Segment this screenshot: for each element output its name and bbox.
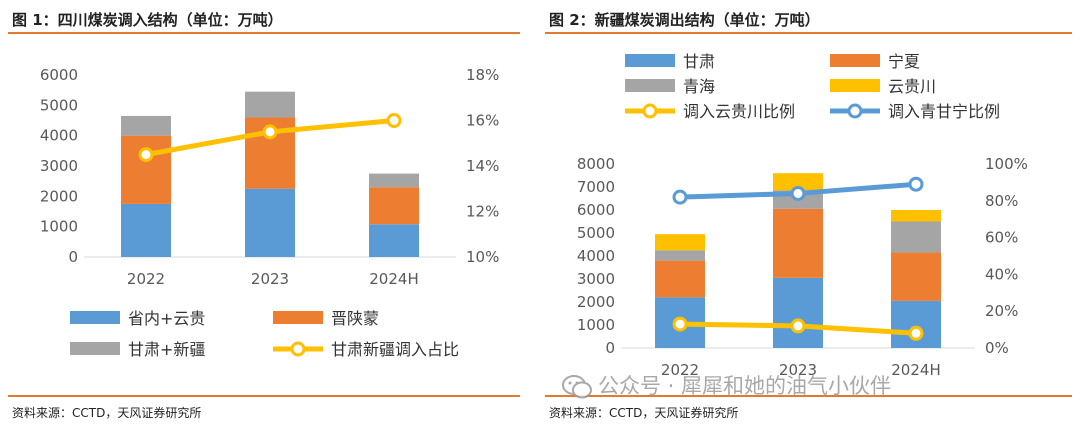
figure-title: 图 2：新疆煤炭调出结构（单位：万吨）	[549, 11, 820, 29]
legend-marker	[847, 103, 863, 119]
y2-tick-label: 80%	[985, 192, 1018, 210]
line-point	[262, 124, 278, 140]
bar-segment	[891, 221, 941, 253]
legend-swatch	[625, 54, 675, 67]
bar-segment	[245, 91, 295, 118]
bar-segment	[655, 234, 705, 251]
legend-label: 甘肃新疆调入占比	[331, 340, 459, 359]
line-point	[790, 185, 806, 201]
line-point	[672, 316, 688, 332]
line-point	[386, 113, 402, 128]
y2-tick-label: 0%	[985, 339, 1009, 357]
bottom-rule	[545, 395, 1072, 397]
x-tick-label: 2024H	[369, 270, 418, 288]
y-tick-label: 3000	[577, 270, 615, 288]
legend-label: 青海	[683, 77, 715, 96]
sichuan-coal-inflow-chart: 0 1000 2000 3000 4000 5000 6000 10% 12% 14% 16% 18%…	[40, 66, 500, 359]
bar-segment	[891, 300, 941, 348]
legend-label: 调入云贵川比例	[683, 102, 795, 121]
legend-swatch	[70, 311, 120, 324]
line-point	[908, 325, 924, 341]
legend-label: 宁夏	[888, 52, 920, 71]
xinjiang-coal-outflow-chart: 0 1000 2000 3000 4000 5000 6000 7000 8000 0% 20% 40…	[577, 52, 1028, 379]
legend-swatch	[70, 342, 120, 355]
y2-tick-label: 40%	[985, 265, 1018, 283]
y-tick-label: 1000	[40, 218, 78, 236]
bar-segment	[891, 252, 941, 301]
x-tick-label: 2023	[251, 270, 289, 288]
bar-segment	[121, 203, 171, 257]
y2-tick-label: 12%	[466, 203, 499, 221]
y-tick-label: 0	[68, 248, 78, 266]
legend-label: 云贵川	[888, 77, 936, 96]
top-rule	[8, 32, 520, 34]
figure-source: 资料来源：CCTD，天风证券研究所	[549, 406, 739, 420]
legend-swatch	[625, 79, 675, 92]
y-tick-label: 2000	[577, 293, 615, 311]
legend-marker	[290, 341, 306, 357]
legend-swatch	[830, 54, 880, 67]
legend-swatch	[273, 311, 323, 324]
bar-segment	[369, 187, 419, 225]
left-figure-panel: 图 1：四川煤炭调入结构（单位：万吨） 0 1000 2000 3000 4000 500…	[8, 0, 520, 434]
bar-segment	[245, 188, 295, 257]
y2-tick-label: 100%	[985, 155, 1028, 173]
line-point	[138, 147, 154, 163]
y2-tick-label: 16%	[466, 112, 499, 130]
bar-segment	[655, 250, 705, 261]
legend-label: 调入青甘宁比例	[888, 102, 1000, 121]
y-tick-label: 5000	[40, 96, 78, 114]
y2-tick-label: 20%	[985, 302, 1018, 320]
x-tick-label: 2022	[661, 361, 699, 379]
x-tick-label: 2023	[779, 361, 817, 379]
y2-tick-label: 18%	[466, 66, 499, 84]
bar-segment	[121, 135, 171, 204]
legend-label: 晋陕蒙	[331, 309, 379, 328]
legend-label: 甘肃	[683, 52, 715, 71]
bar-segment	[121, 115, 171, 136]
y2-tick-label: 60%	[985, 229, 1018, 247]
y-tick-label: 3000	[40, 157, 78, 175]
y-tick-label: 4000	[577, 247, 615, 265]
right-figure-panel: 图 2：新疆煤炭调出结构（单位：万吨） 0 1000 2000 3000 4000 500…	[545, 0, 1072, 434]
figure-title: 图 1：四川煤炭调入结构（单位：万吨）	[12, 11, 283, 29]
y-tick-label: 0	[605, 339, 615, 357]
watermark: 公众号 · 犀犀和她的油气小伙伴	[562, 370, 891, 400]
y2-tick-label: 10%	[466, 248, 499, 266]
bar-segment	[369, 173, 419, 188]
legend-label: 省内+云贵	[128, 309, 205, 328]
y-tick-label: 1000	[577, 316, 615, 334]
line-point	[908, 176, 924, 192]
line-point	[672, 189, 688, 205]
x-tick-label: 2024H	[891, 361, 940, 379]
top-rule	[545, 32, 1072, 34]
watermark-text: 公众号 · 犀犀和她的油气小伙伴	[598, 374, 892, 398]
bar-segment	[655, 260, 705, 298]
y-tick-label: 4000	[40, 127, 78, 145]
bar-segment	[773, 173, 823, 191]
legend-marker	[642, 103, 658, 119]
y2-tick-label: 14%	[466, 157, 499, 175]
bar-segment	[891, 210, 941, 222]
y-tick-label: 2000	[40, 187, 78, 205]
bar-segment	[773, 208, 823, 278]
y-tick-label: 5000	[577, 224, 615, 242]
legend-swatch	[830, 79, 880, 92]
legend-label: 甘肃+新疆	[128, 340, 205, 359]
x-tick-label: 2022	[127, 270, 165, 288]
bar-segment	[773, 277, 823, 348]
y-tick-label: 6000	[40, 66, 78, 84]
bar-segment	[369, 224, 419, 257]
figure-source: 资料来源：CCTD，天风证券研究所	[12, 406, 202, 420]
y-tick-label: 8000	[577, 155, 615, 173]
y-tick-label: 7000	[577, 178, 615, 196]
line-point	[790, 318, 806, 334]
bottom-rule	[8, 395, 520, 397]
wechat-icon	[562, 375, 592, 399]
y-tick-label: 6000	[577, 201, 615, 219]
